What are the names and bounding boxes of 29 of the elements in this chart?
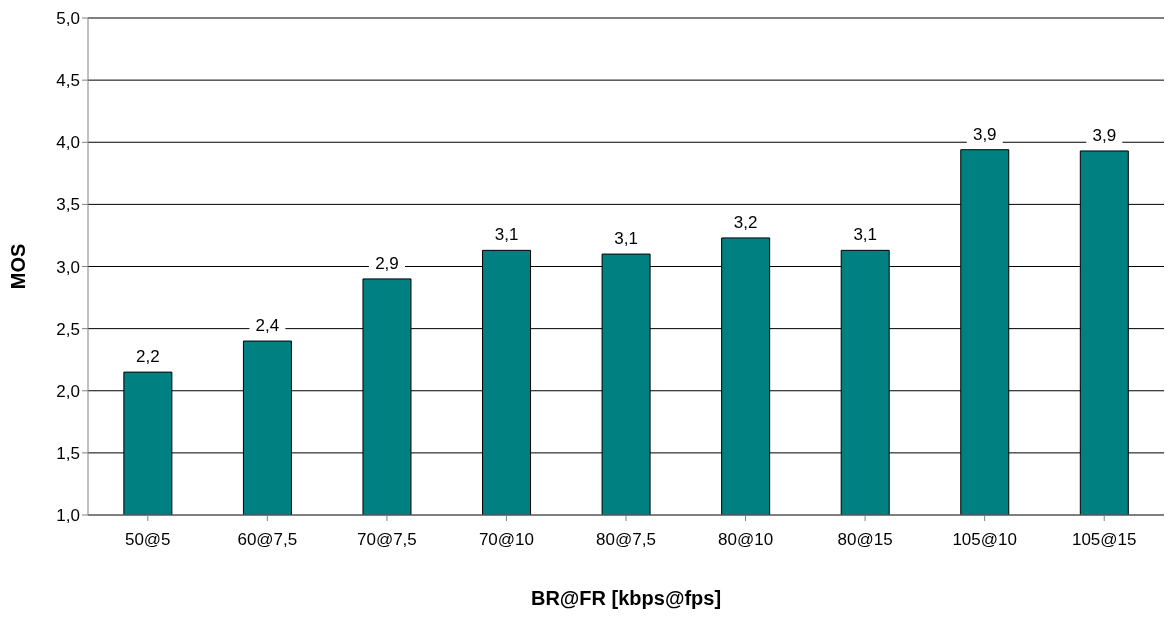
data-label: 3,9 bbox=[1092, 125, 1117, 145]
x-tick-label: 80@15 bbox=[837, 530, 893, 550]
x-tick-label: 80@7,5 bbox=[596, 530, 656, 550]
y-tick-label: 4,0 bbox=[56, 133, 80, 153]
x-tick-label: 60@7,5 bbox=[237, 530, 298, 550]
data-label: 3,1 bbox=[853, 225, 878, 245]
data-label: 3,2 bbox=[733, 212, 758, 232]
y-tick-label: 3,5 bbox=[56, 195, 80, 215]
x-tick-label: 70@10 bbox=[478, 530, 534, 550]
y-tick-label: 3,0 bbox=[56, 257, 80, 277]
y-axis-title: MOS bbox=[7, 243, 30, 290]
y-tick-label: 1,5 bbox=[56, 443, 80, 463]
data-label: 3,1 bbox=[494, 225, 519, 245]
data-label: 3,1 bbox=[614, 229, 638, 249]
x-axis-title: BR@FR [kbps@fps] bbox=[530, 587, 722, 609]
y-tick-label: 1,0 bbox=[56, 506, 80, 526]
x-tick-label: 80@10 bbox=[718, 530, 774, 550]
data-label: 2,9 bbox=[375, 253, 399, 273]
y-tick-label: 2,0 bbox=[56, 381, 80, 401]
x-tick-label: 105@10 bbox=[952, 530, 1017, 550]
y-tick-label: 4,5 bbox=[56, 71, 80, 91]
x-tick-label: 105@15 bbox=[1071, 530, 1137, 550]
data-label: 3,9 bbox=[972, 124, 997, 144]
data-label: 2,4 bbox=[255, 316, 280, 336]
y-tick-label: 5,0 bbox=[56, 9, 80, 29]
x-tick-label: 50@5 bbox=[124, 530, 171, 550]
data-label: 2,2 bbox=[136, 347, 160, 367]
y-tick-label: 2,5 bbox=[56, 319, 80, 339]
x-tick-label: 70@7,5 bbox=[356, 530, 417, 550]
